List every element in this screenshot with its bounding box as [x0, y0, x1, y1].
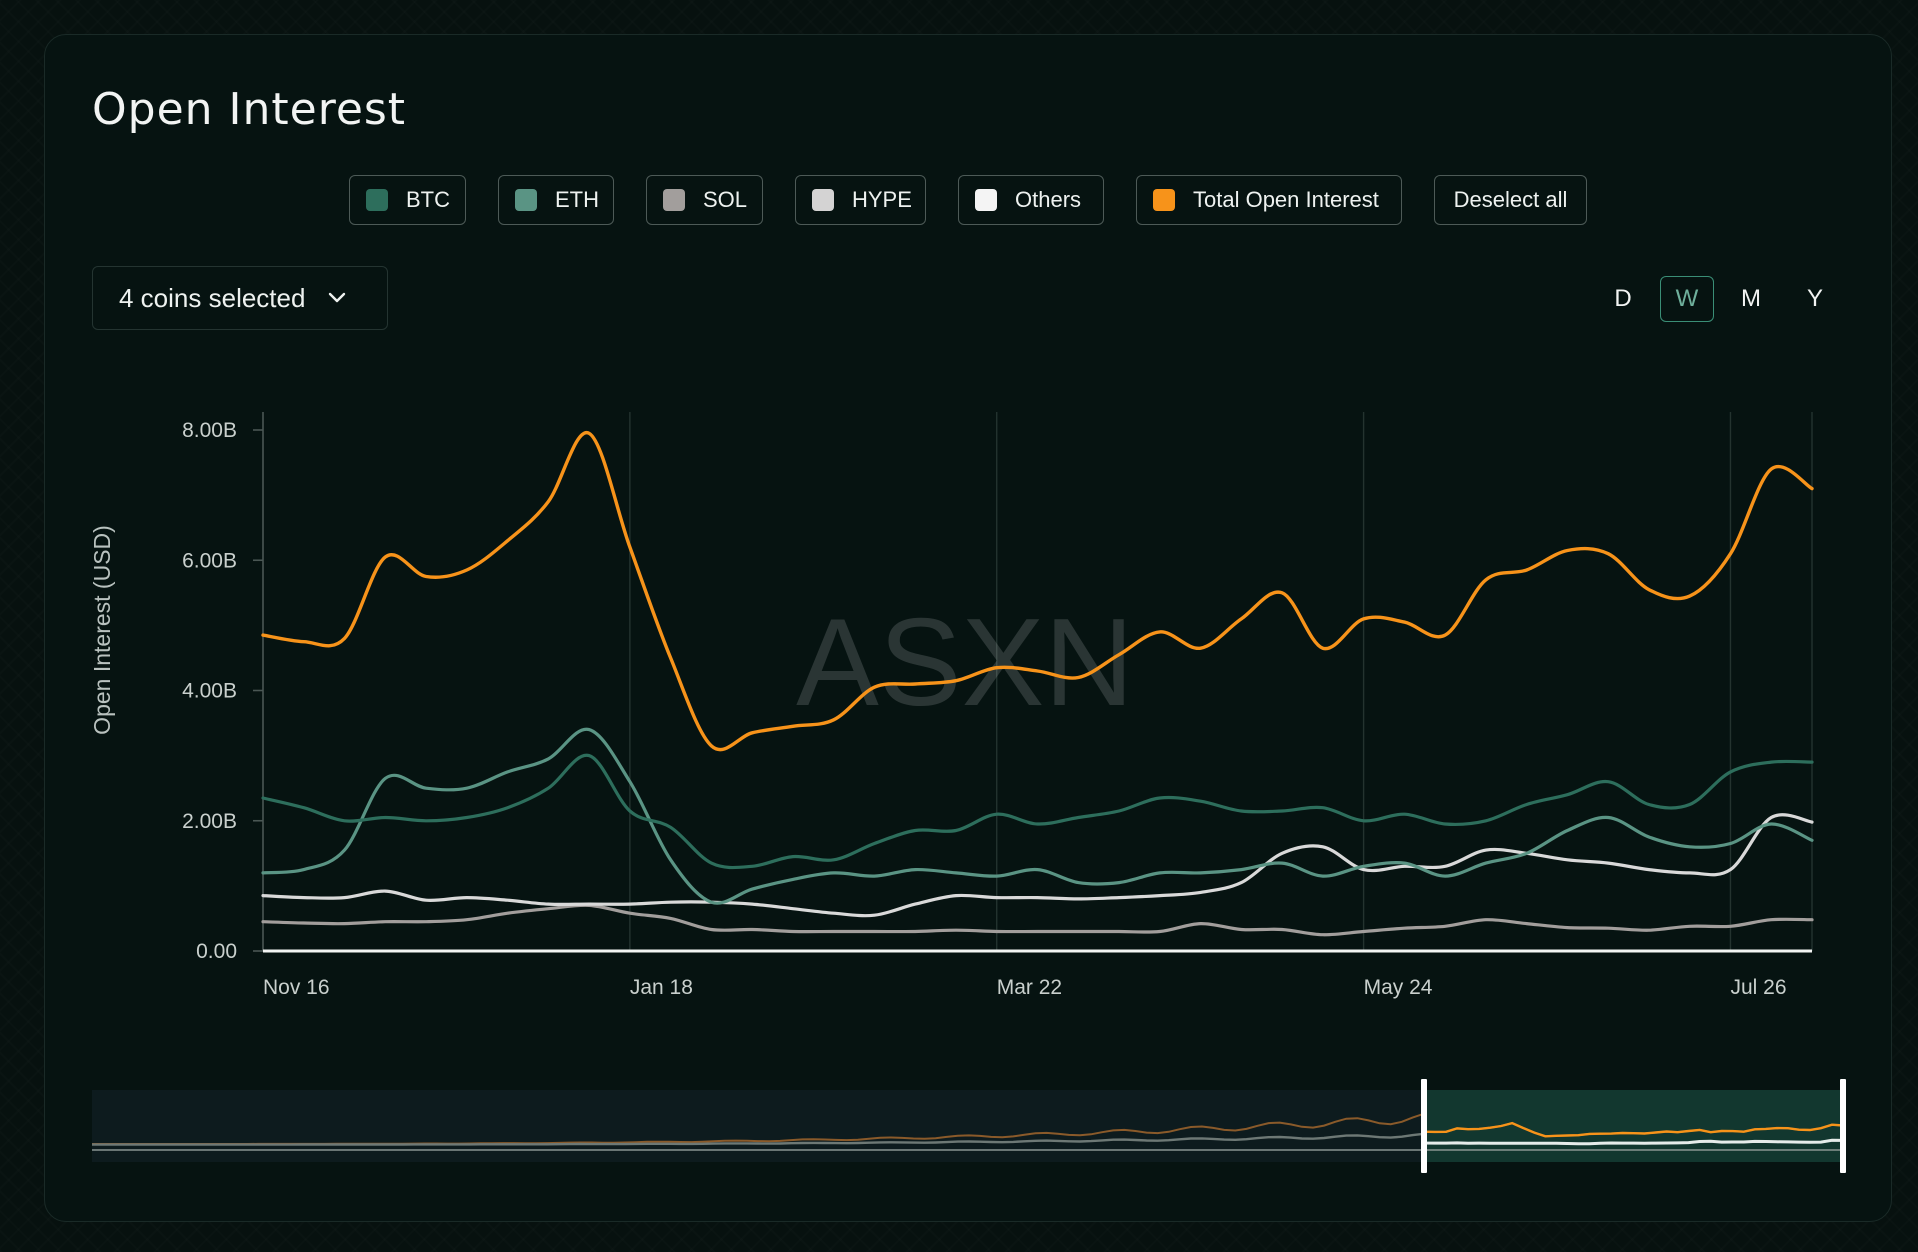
navigator-coins-line — [1422, 1133, 1844, 1146]
watermark: ASXN — [796, 594, 1134, 732]
legend-label-sol: SOL — [703, 187, 748, 212]
legend-label-btc: BTC — [406, 187, 450, 212]
x-tick-label: Jan 18 — [630, 976, 693, 999]
navigator-right-handle[interactable] — [1840, 1079, 1846, 1173]
series-line-eth — [261, 727, 1814, 905]
x-tick-label: Mar 22 — [997, 976, 1062, 999]
coin-select-label: 4 coins selected — [119, 282, 306, 313]
navigator-total-line — [1422, 1113, 1844, 1138]
series-layer — [261, 431, 1814, 937]
chevron-down-icon — [329, 292, 346, 303]
legend: BTC ETH SOL HYPE Others Total Open Inter… — [0, 175, 1918, 227]
legend-btn-sol[interactable]: SOL — [646, 175, 763, 225]
range-navigator[interactable] — [92, 1079, 1846, 1173]
y-tick-label: 4.00B — [182, 680, 237, 703]
period-m[interactable]: M — [1741, 285, 1761, 312]
legend-swatch-sol — [663, 189, 685, 211]
coin-select-dropdown[interactable]: 4 coins selected — [92, 266, 388, 330]
legend-swatch-btc — [366, 189, 388, 211]
x-tick-label: Nov 16 — [263, 976, 330, 999]
axis-layer: Nov 16 Jan 18 Mar 22 May 24 Jul 26 0.00 2.00B 4… — [182, 412, 1812, 999]
period-w[interactable]: W — [1660, 276, 1714, 322]
legend-label-total: Total Open Interest — [1193, 187, 1379, 212]
legend-btn-others[interactable]: Others — [958, 175, 1104, 225]
navigator-selection — [1424, 1090, 1843, 1162]
series-line-others — [261, 813, 1814, 918]
legend-label-eth: ETH — [555, 187, 599, 212]
period-y[interactable]: Y — [1806, 285, 1823, 312]
y-tick-label: 0.00 — [196, 940, 237, 963]
navigator-left-handle[interactable] — [1421, 1079, 1427, 1173]
y-tick-label: 8.00B — [182, 419, 237, 442]
series-line-total-open-interest — [261, 431, 1814, 752]
y-axis-label: Open Interest (USD) — [89, 525, 115, 735]
legend-swatch-others — [975, 189, 997, 211]
series-line-sol — [261, 903, 1814, 937]
legend-swatch-total — [1153, 189, 1175, 211]
legend-btn-eth[interactable]: ETH — [498, 175, 614, 225]
legend-label-hype: HYPE — [852, 187, 912, 212]
x-tick-label: May 24 — [1364, 976, 1433, 999]
deselect-all-button[interactable]: Deselect all — [1434, 175, 1587, 225]
legend-btn-hype[interactable]: HYPE — [795, 175, 926, 225]
y-tick-label: 6.00B — [182, 549, 237, 572]
legend-btn-total-open-interest[interactable]: Total Open Interest — [1136, 175, 1402, 225]
legend-swatch-eth — [515, 189, 537, 211]
series-line-btc — [261, 753, 1814, 870]
x-tick-label: Jul 26 — [1730, 976, 1786, 999]
period-d[interactable]: D — [1614, 285, 1632, 312]
y-tick-label: 2.00B — [182, 810, 237, 833]
legend-swatch-hype — [812, 189, 834, 211]
grid-layer — [629, 412, 1813, 951]
legend-btn-btc[interactable]: BTC — [349, 175, 466, 225]
page-title: Open Interest — [92, 84, 407, 135]
legend-label-others: Others — [1015, 187, 1082, 212]
